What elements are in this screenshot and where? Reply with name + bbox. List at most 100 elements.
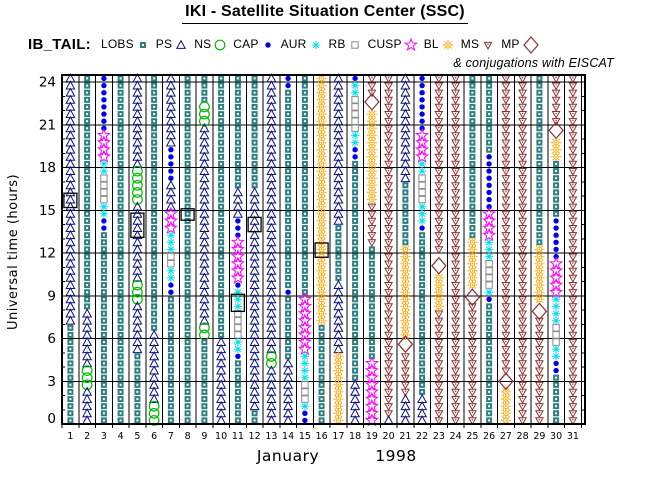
legend-item-label: LOBS [100, 37, 134, 51]
mp-crossing-diamond [498, 372, 514, 391]
legend-item-mp: MP [501, 33, 540, 55]
y-tick-3: 3 [47, 374, 56, 390]
y-tick-21: 21 [39, 117, 56, 133]
rb-symbol-icon [350, 41, 359, 49]
gridlines [62, 75, 585, 425]
day-column-3 [96, 75, 111, 424]
day-label-26: 26 [483, 431, 495, 442]
y-axis-title: Universal time (hours) [6, 174, 21, 330]
page-title-text: IKI - Satellite Situation Center (SSC) [182, 3, 468, 24]
day-label-19: 19 [366, 431, 378, 442]
legend-dataset-label: IB_TAIL: [28, 35, 91, 53]
eiscat-box-day-11 [230, 293, 246, 313]
legend-item-rb: RB [329, 35, 363, 53]
day-label-2: 2 [84, 431, 90, 442]
day-column-2 [81, 75, 93, 425]
y-tick-0: 0 [47, 411, 56, 427]
day-column-10 [216, 75, 227, 425]
day-label-12: 12 [249, 431, 261, 442]
day-column-31 [568, 75, 578, 426]
day-column-24 [451, 75, 461, 426]
legend-item-cusp: CUSP [368, 35, 419, 53]
legend-item-cap: CAP [233, 35, 275, 53]
day-label-21: 21 [399, 431, 411, 442]
day-column-21 [397, 73, 414, 425]
day-column-15 [297, 75, 312, 424]
legend-items: LOBS PS NS CAP AUR RB CUSP BL MS MP [101, 33, 546, 55]
eiscat-box-day-12 [247, 216, 262, 233]
day-column-17 [333, 73, 344, 426]
day-label-15: 15 [299, 431, 311, 442]
day-label-24: 24 [450, 431, 462, 442]
day-column-13 [266, 73, 277, 425]
page-title: IKI - Satellite Situation Center (SSC) [0, 3, 650, 24]
legend-item-ns: NS [194, 35, 228, 53]
day-label-23: 23 [433, 431, 445, 442]
legend-item-label: RB [328, 37, 346, 51]
lobs-symbol-icon [139, 42, 146, 48]
day-column-19 [364, 75, 380, 427]
legend-item-label: AUR [280, 37, 307, 51]
day-column-12 [249, 75, 260, 424]
y-tick-12: 12 [39, 246, 56, 262]
legend-item-bl: BL [424, 35, 456, 53]
day-label-16: 16 [316, 431, 328, 442]
day-column-29 [531, 75, 548, 426]
eiscat-box-day-1 [63, 192, 78, 209]
eiscat-box-day-16 [314, 242, 329, 258]
day-label-11: 11 [232, 431, 244, 442]
day-column-4 [117, 75, 124, 424]
day-label-17: 17 [332, 431, 344, 442]
mp-symbol-icon [522, 36, 539, 54]
legend-item-label: CUSP [367, 37, 402, 51]
ms-symbol-icon [483, 41, 493, 50]
legend-item-ps: PS [156, 35, 189, 53]
day-column-18 [350, 75, 361, 425]
day-column-27 [498, 75, 514, 426]
day-label-28: 28 [517, 431, 529, 442]
day-column-28 [518, 75, 528, 426]
eiscat-conjugation-note: & conjugations with EISCAT [453, 56, 614, 70]
day-column-11 [230, 75, 245, 424]
day-column-20 [383, 75, 394, 425]
mp-crossing-diamond [431, 256, 447, 275]
day-column-25 [464, 75, 481, 426]
day-column-26 [482, 75, 497, 424]
day-column-16 [316, 73, 327, 424]
legend-item-label: BL [423, 37, 439, 51]
mp-crossing-diamond [531, 302, 548, 321]
eiscat-conjunction-boxes [63, 192, 329, 313]
day-column-9 [198, 75, 210, 424]
day-label-3: 3 [101, 431, 107, 442]
legend-item-lobs: LOBS [101, 35, 151, 53]
y-tick-24: 24 [39, 75, 56, 91]
day-label-30: 30 [550, 431, 562, 442]
day-label-13: 13 [265, 431, 277, 442]
aur-symbol-icon [311, 41, 320, 49]
day-label-27: 27 [500, 431, 512, 442]
day-column-1 [65, 73, 76, 424]
mp-crossing-diamond [397, 335, 414, 354]
legend: IB_TAIL: LOBS PS NS CAP AUR RB CUSP BL MS MP [28, 33, 546, 55]
eiscat-box-day-8 [180, 208, 195, 221]
day-label-7: 7 [168, 431, 174, 442]
legend-item-ms: MS [461, 35, 496, 53]
day-label-14: 14 [282, 431, 294, 442]
eiscat-box-day-5 [130, 212, 145, 238]
x-axis-year-label: 1998 [375, 447, 416, 465]
legend-item-label: CAP [233, 37, 259, 51]
mp-crossing-diamond [548, 121, 564, 140]
day-label-6: 6 [151, 431, 157, 442]
day-label-1: 1 [67, 431, 73, 442]
day-column-7 [163, 73, 178, 424]
day-column-8 [184, 75, 191, 424]
legend-item-label: NS [194, 37, 212, 51]
day-column-22 [415, 75, 430, 425]
y-tick-9: 9 [47, 288, 56, 304]
day-column-5 [131, 73, 143, 424]
bl-symbol-icon [442, 40, 453, 50]
legend-item-label: MS [460, 37, 480, 51]
day-column-14 [283, 75, 294, 425]
